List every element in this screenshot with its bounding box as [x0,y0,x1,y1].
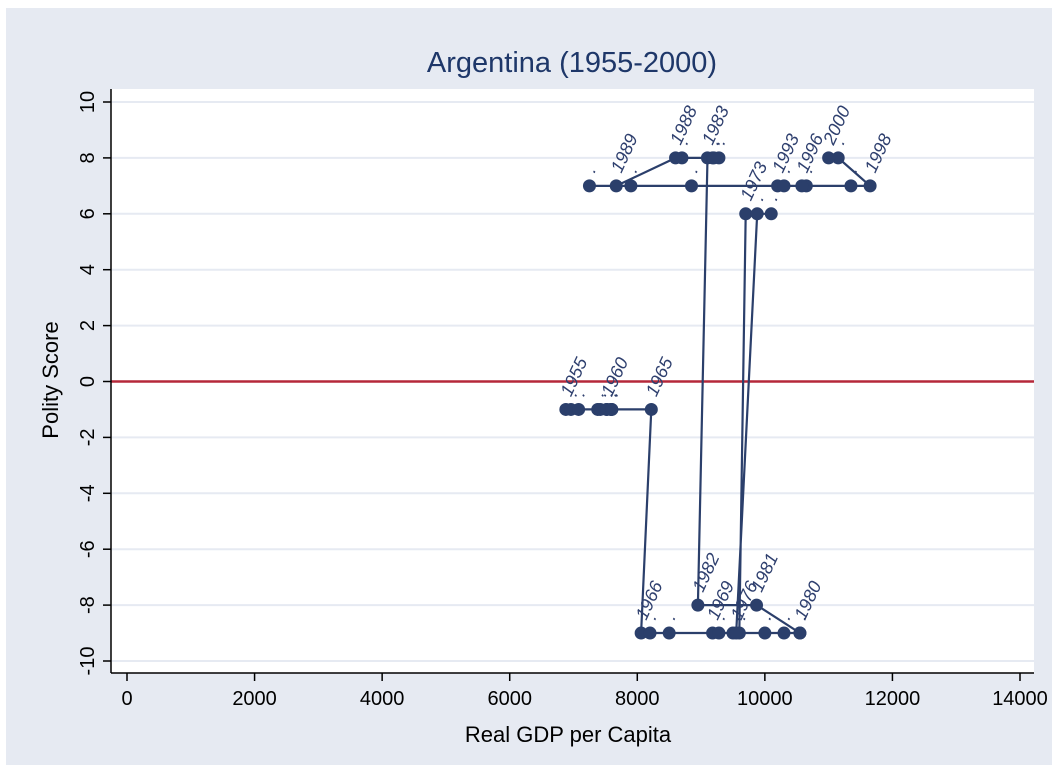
data-point-1994 [777,179,791,193]
data-point-1988 [669,151,683,165]
y-tick-label: 4 [77,264,99,275]
y-tick-label: 10 [77,91,99,113]
y-tick-label: 0 [77,376,99,387]
x-tick-label: 0 [121,688,132,710]
y-tick-label: 8 [77,152,99,163]
data-point-2000 [822,151,836,165]
x-axis-ticks: 0 2000 4000 6000 8000 10000 12000 14000 [121,673,1048,710]
x-tick-label: 12000 [865,688,921,710]
data-point-1977 [758,626,772,640]
y-axis-ticks: -10 -8 -6 -4 -2 0 2 4 6 8 10 [77,91,111,676]
y-tick-label: -2 [77,429,99,447]
chart-title: Argentina (1955-2000) [427,47,717,79]
data-point-1981 [750,598,764,612]
data-point-1982 [691,598,705,612]
x-tick-label: 2000 [232,688,277,710]
data-point-1975 [750,207,764,221]
data-point-1991 [624,179,638,193]
data-point-1996 [795,179,809,193]
data-point-1978 [777,626,791,640]
data-point-1998 [863,179,877,193]
y-tick-label: -8 [77,596,99,614]
data-point-1980 [793,626,807,640]
x-tick-label: 14000 [992,688,1048,710]
y-tick-label: -10 [77,647,99,676]
data-point-1992 [685,179,699,193]
series-markers [559,151,877,640]
data-point-1968 [662,626,676,640]
y-tick-label: -4 [77,484,99,502]
data-point-1970 [712,626,726,640]
y-axis-label: Polity Score [38,321,63,438]
data-point-1986 [707,151,721,165]
data-point-1965 [644,402,658,416]
x-tick-label: 4000 [360,688,405,710]
data-point-1967 [643,626,657,640]
data-point-1999 [831,151,845,165]
y-tick-label: 6 [77,208,99,219]
data-point-1957 [572,402,586,416]
y-tick-label: 2 [77,320,99,331]
data-point-1989 [609,179,623,193]
x-axis-label: Real GDP per Capita [465,722,672,747]
y-tick-label: -6 [77,540,99,558]
data-point-1976 [729,626,743,640]
x-tick-label: 8000 [615,688,660,710]
data-point-1973 [739,207,753,221]
x-tick-label: 10000 [737,688,793,710]
x-tick-label: 6000 [487,688,532,710]
data-point-1974 [764,207,778,221]
data-point-1964 [605,402,619,416]
data-point-1966 [634,626,648,640]
data-point-1997 [844,179,858,193]
data-point-1990 [582,179,596,193]
